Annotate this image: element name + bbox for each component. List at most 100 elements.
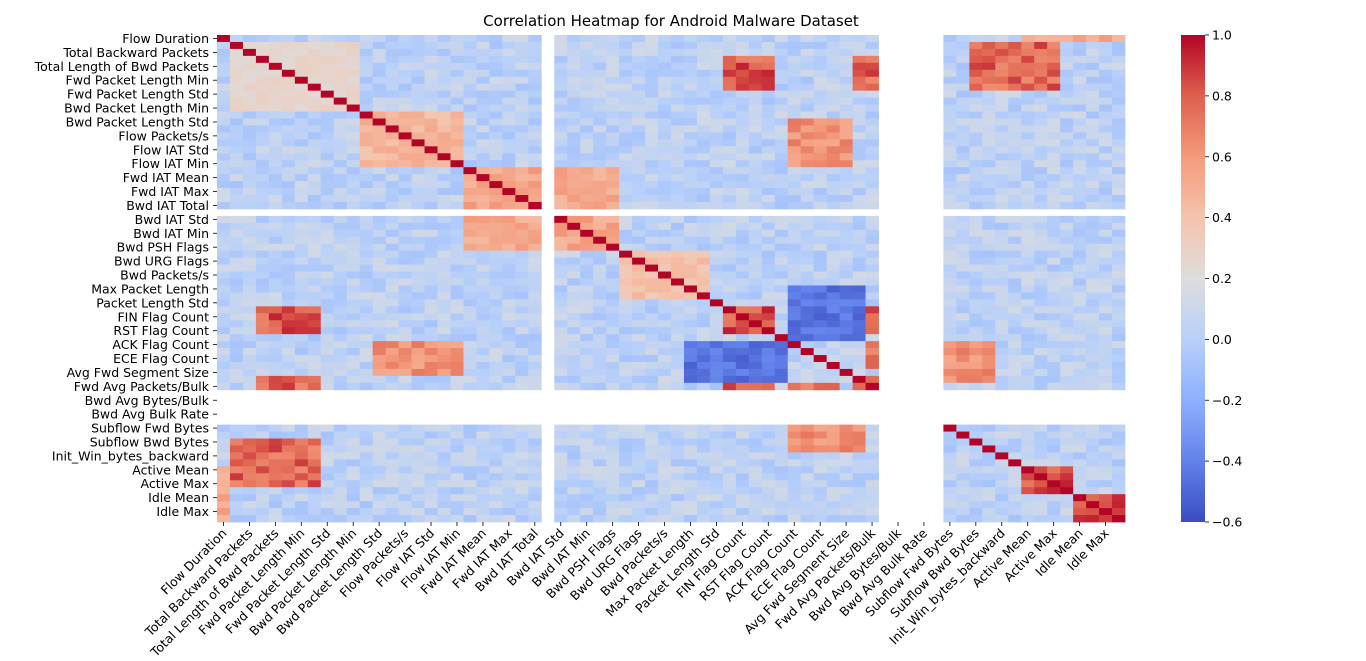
heatmap-cell	[268, 431, 283, 439]
heatmap-cell	[852, 501, 866, 509]
heatmap-cell	[1047, 452, 1061, 460]
heatmap-cell	[761, 236, 776, 245]
heatmap-cell	[333, 243, 348, 252]
heatmap-cell	[1112, 368, 1126, 377]
heatmap-cell	[671, 271, 685, 279]
heatmap-cell	[372, 229, 387, 238]
heatmap-cell	[839, 104, 853, 112]
heatmap-cell	[671, 97, 685, 105]
heatmap-cell	[281, 341, 296, 349]
heatmap-cell	[385, 236, 399, 245]
heatmap-cell	[255, 341, 270, 349]
heatmap-cell	[774, 55, 789, 64]
heatmap-cell	[658, 215, 672, 224]
heatmap-cell	[671, 125, 685, 133]
heatmap-cell	[709, 188, 724, 196]
heatmap-cell	[632, 125, 646, 133]
heatmap-cell	[268, 368, 283, 377]
heatmap-cell	[554, 62, 568, 71]
heatmap-cell	[567, 62, 581, 71]
heatmap-cell	[489, 487, 503, 495]
heatmap-cell	[450, 341, 464, 349]
heatmap-cell	[463, 83, 477, 92]
heatmap-cell	[1047, 132, 1061, 140]
heatmap-cell	[1086, 111, 1100, 119]
heatmap-cell	[437, 35, 451, 43]
heatmap-cell	[333, 466, 348, 474]
heatmap-cell	[476, 264, 490, 272]
heatmap-cell	[761, 375, 776, 384]
heatmap-cell	[268, 195, 283, 203]
heatmap-cell	[554, 125, 568, 133]
heatmap-cell	[787, 181, 802, 189]
heatmap-cell	[411, 299, 425, 307]
heatmap-cell	[787, 222, 802, 231]
heatmap-cell	[1086, 313, 1100, 321]
heatmap-cell	[385, 341, 399, 349]
heatmap-cell	[671, 431, 685, 439]
heatmap-cell	[606, 382, 620, 391]
heatmap-cell	[1086, 167, 1100, 175]
heatmap-cell	[1047, 361, 1061, 370]
heatmap-cell	[839, 167, 853, 175]
heatmap-cell	[385, 160, 399, 168]
heatmap-cell	[800, 382, 815, 391]
heatmap-cell	[606, 97, 620, 105]
heatmap-cell	[372, 97, 387, 105]
heatmap-cell	[671, 361, 685, 370]
heatmap-cell	[580, 341, 594, 349]
y-tick-label: Bwd Packets/s	[120, 268, 209, 283]
heatmap-cell	[813, 181, 828, 189]
heatmap-cell	[722, 76, 737, 85]
heatmap-cell	[1060, 222, 1074, 231]
heatmap-cell	[398, 361, 412, 370]
heatmap-cell	[969, 466, 983, 474]
heatmap-cell	[1008, 195, 1022, 203]
heatmap-cell	[683, 222, 698, 231]
heatmap-cell	[696, 348, 711, 356]
heatmap-cell	[372, 35, 387, 43]
heatmap-cell	[463, 368, 477, 377]
heatmap-cell	[995, 320, 1009, 328]
heatmap-cell	[683, 236, 698, 245]
heatmap-cell	[450, 181, 464, 189]
heatmap-cell	[346, 515, 361, 523]
heatmap-cell	[865, 250, 879, 259]
heatmap-cell	[385, 174, 399, 182]
heatmap-cell	[722, 201, 737, 210]
heatmap-cell	[424, 487, 438, 495]
heatmap-cell	[683, 132, 698, 140]
heatmap-cell	[255, 278, 270, 286]
heatmap-cell	[372, 188, 387, 196]
heatmap-cell	[255, 167, 270, 175]
heatmap-cell	[1021, 473, 1035, 481]
heatmap-cell	[411, 181, 425, 189]
heatmap-cell	[1047, 48, 1061, 57]
heatmap-cell	[307, 125, 322, 133]
heatmap-cells	[217, 35, 1126, 523]
heatmap-cell	[839, 368, 853, 377]
heatmap-cell	[450, 348, 464, 356]
heatmap-cell	[645, 48, 659, 57]
heatmap-cell	[995, 62, 1009, 71]
heatmap-cell	[268, 375, 283, 384]
heatmap-cell	[385, 104, 399, 112]
heatmap-cell	[411, 501, 425, 509]
heatmap-cell	[489, 236, 503, 245]
heatmap-cell	[229, 132, 244, 140]
heatmap-cell	[346, 285, 361, 293]
heatmap-cell	[437, 83, 451, 92]
heatmap-cell	[217, 139, 231, 147]
heatmap-cell	[826, 438, 841, 446]
heatmap-cell	[450, 146, 464, 154]
heatmap-cell	[865, 348, 879, 356]
heatmap-cell	[787, 313, 802, 321]
heatmap-cell	[969, 125, 983, 133]
heatmap-cell	[593, 201, 607, 210]
heatmap-cell	[632, 97, 646, 105]
heatmap-cell	[242, 459, 257, 467]
heatmap-cell	[359, 292, 374, 300]
heatmap-cell	[489, 501, 503, 509]
heatmap-cell	[709, 181, 724, 189]
heatmap-cell	[774, 229, 789, 238]
